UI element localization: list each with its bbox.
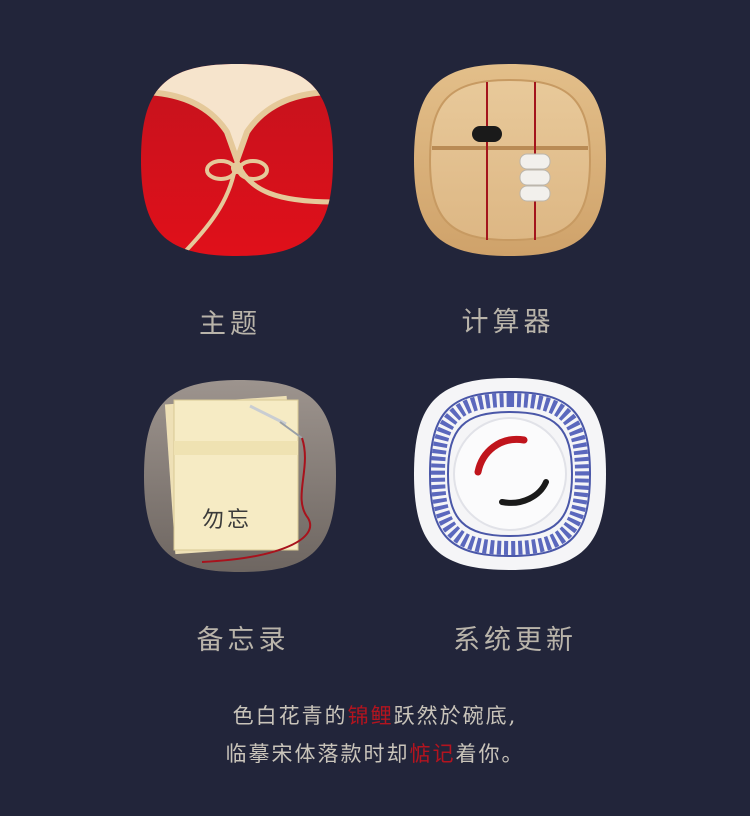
poem-highlight-koi: 锦鲤: [348, 704, 394, 728]
poem-highlight-remember: 惦记: [410, 742, 456, 766]
abacus-calculator-icon: [412, 62, 608, 258]
poem-line-2: 临摹宋体落款时却惦记着你。: [0, 738, 750, 768]
memo-note-text: 勿忘: [202, 502, 252, 534]
poem-line-1-end: 跃然於碗底,: [394, 704, 518, 728]
poem-line-2-start: 临摹宋体落款时却: [226, 742, 410, 766]
poem-line-2-end: 着你。: [456, 742, 525, 766]
calculator-label: 计算器: [398, 300, 618, 339]
theme-label: 主题: [120, 302, 340, 341]
poem-line-1-start: 色白花青的: [233, 704, 348, 728]
paper-needle-memo-icon: [142, 378, 338, 574]
system-update-label: 系统更新: [405, 618, 625, 657]
memo-label: 备忘录: [133, 618, 353, 657]
calculator-app-icon[interactable]: [412, 62, 608, 258]
poem-line-1: 色白花青的锦鲤跃然於碗底,: [0, 700, 750, 730]
theme-app-icon[interactable]: [139, 62, 335, 258]
memo-app-icon[interactable]: 勿忘: [142, 378, 338, 574]
koi-porcelain-bowl-icon: [412, 376, 608, 572]
system-update-app-icon[interactable]: [412, 376, 608, 572]
qipao-theme-icon: [139, 62, 335, 258]
